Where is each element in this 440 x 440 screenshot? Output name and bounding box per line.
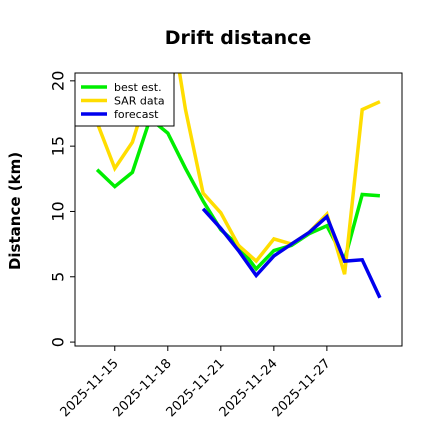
y-axis: 0 5 10 15 20 [49,71,75,347]
legend-label-1: SAR data [114,95,165,108]
legend-label-0: best est. [114,81,162,94]
y-tick-label: 0 [49,337,68,347]
plot-frame [74,72,403,347]
y-tick-label: 15 [49,136,68,156]
y-tick-label: 5 [49,272,68,282]
y-tick-label: 20 [49,71,68,91]
chart-title: Drift distance [165,27,312,49]
legend-label-2: forecast [114,108,159,121]
y-tick-label: 10 [49,201,68,221]
x-axis: 2025-11-152025-11-182025-11-212025-11-24… [58,346,334,420]
y-axis-label: Distance (km) [6,152,24,270]
series-line-2 [201,207,382,299]
